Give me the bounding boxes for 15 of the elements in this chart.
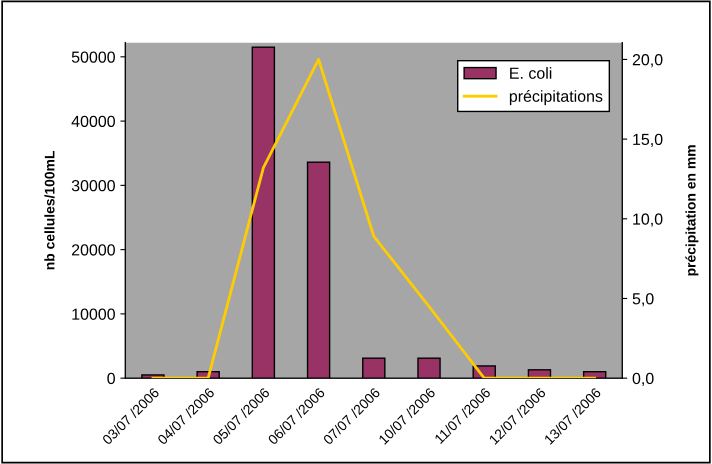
y-tick-label: 10000 [72,308,115,320]
y-tick-label: 20000 [72,244,115,256]
y2-tick-label: 10,0 [633,213,662,227]
y2-tick-label: 15,0 [633,134,662,147]
y-tick-label: 40000 [72,116,115,128]
y2-axis-title: précipitation en mm [685,145,698,276]
legend-label: précipitations [510,90,602,106]
y2-tick-label: 20,0 [632,54,662,68]
y-axis-title: nb cellules/100mL [44,151,55,270]
legend-label: E. coli [510,67,552,79]
y-tick-label: 50000 [72,51,115,63]
y2-tick-label: 0,0 [632,372,654,386]
y-tick-label: 30000 [72,180,115,192]
y-tick-label: 0 [107,372,115,384]
y2-tick-label: 5,0 [632,293,654,306]
